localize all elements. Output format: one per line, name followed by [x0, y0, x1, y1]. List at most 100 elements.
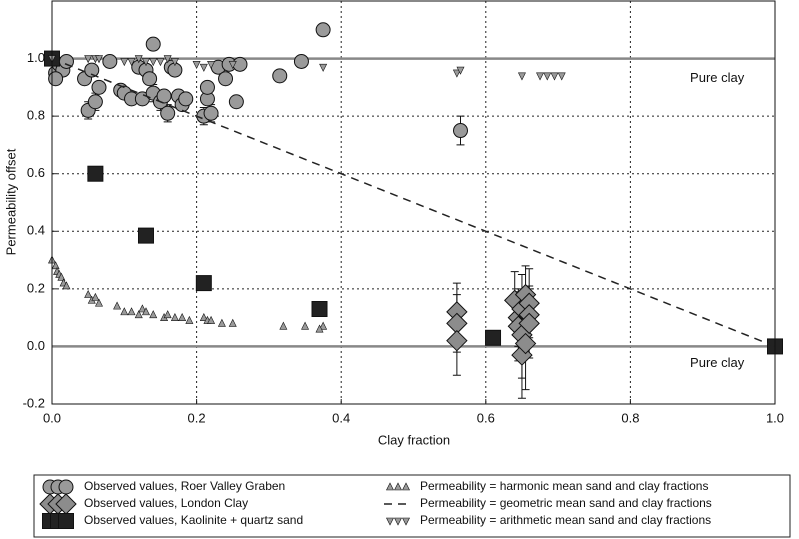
marker-triangle-down — [156, 58, 165, 67]
marker-triangle-down — [163, 55, 172, 64]
y-tick-label: 1.0 — [27, 50, 45, 65]
marker-circle — [199, 79, 215, 95]
marker-circle — [102, 53, 118, 69]
marker-triangle-up — [163, 310, 172, 319]
marker-circle — [178, 91, 194, 107]
y-tick-label: -0.2 — [23, 395, 45, 410]
marker-circle — [272, 68, 288, 84]
marker-circle — [142, 71, 158, 87]
x-tick-label: 0.2 — [188, 410, 206, 425]
x-tick-label: 0.6 — [477, 410, 495, 425]
plot-frame — [51, 0, 776, 405]
marker-triangle-down — [452, 69, 461, 78]
marker-square — [87, 165, 104, 182]
marker-diamond — [446, 329, 468, 352]
x-tick-label: 1.0 — [766, 410, 784, 425]
marker-triangle-up — [217, 318, 226, 327]
marker-triangle-up — [228, 318, 237, 327]
y-tick-label: 0.2 — [27, 280, 45, 295]
series — [48, 255, 328, 333]
legend-label: Observed values, Roer Valley Graben — [84, 479, 285, 493]
marker-square — [195, 275, 212, 292]
marker-circle — [228, 94, 244, 110]
marker-triangle-up — [207, 315, 216, 324]
y-axis-title: Permeability offset — [3, 148, 18, 255]
series — [48, 22, 468, 146]
marker-triangle-down — [134, 55, 143, 64]
legend-label: Observed values, Kaolinite + quartz sand — [84, 513, 303, 527]
x-tick-label: 0.8 — [621, 410, 639, 425]
marker-circle — [315, 22, 331, 38]
marker-triangle-down — [149, 58, 158, 67]
marker-circle — [145, 36, 161, 52]
marker-circle — [218, 71, 234, 87]
marker-triangle-up — [138, 304, 147, 313]
marker-triangle-down — [120, 58, 129, 67]
annotation: Pure clay — [690, 355, 745, 370]
marker-triangle-down — [536, 72, 545, 81]
marker-triangle-up — [142, 307, 150, 316]
marker-triangle-up — [301, 321, 310, 330]
marker-circle — [58, 479, 74, 495]
x-tick-label: 0.0 — [43, 410, 61, 425]
marker-triangle-down — [543, 72, 552, 81]
marker-triangle-up — [279, 321, 288, 330]
marker-triangle-up — [319, 321, 328, 330]
marker-triangle-down — [394, 517, 402, 526]
marker-circle — [160, 105, 176, 121]
legend: Observed values, Roer Valley Graben Obser… — [39, 479, 712, 529]
marker-triangle-down — [127, 58, 136, 67]
marker-square — [485, 329, 502, 346]
marker-square — [58, 513, 74, 529]
marker-triangle-up — [170, 312, 179, 321]
marker-triangle-down — [199, 63, 208, 72]
marker-diamond — [514, 332, 537, 355]
marker-triangle-up — [120, 307, 129, 316]
y-tick-label: 0.8 — [27, 108, 45, 123]
legend-label: Permeability = arithmetic mean sand and … — [420, 513, 711, 527]
marker-triangle-up — [57, 272, 66, 281]
x-tick-label: 0.4 — [332, 410, 350, 425]
marker-triangle-up — [84, 289, 93, 298]
marker-triangle-up — [51, 261, 60, 270]
marker-triangle-up — [178, 312, 187, 321]
marker-circle — [452, 123, 468, 139]
marker-triangle-up — [386, 482, 394, 491]
marker-triangle-down — [95, 55, 103, 64]
marker-triangle-down — [517, 72, 526, 81]
marker-triangle-up — [134, 310, 143, 319]
marker-square — [137, 227, 154, 244]
legend-label: Permeability = geometric mean sand and c… — [420, 496, 712, 510]
marker-triangle-down — [550, 72, 559, 81]
x-axis-title: Clay fraction — [378, 432, 450, 447]
marker-diamond — [518, 312, 540, 335]
marker-triangle-up — [185, 315, 194, 324]
y-tick-label: 0.6 — [27, 165, 45, 180]
marker-triangle-up — [62, 281, 71, 290]
marker-triangle-down — [228, 61, 237, 69]
marker-circle — [203, 105, 219, 121]
marker-triangle-down — [192, 61, 201, 69]
marker-circle — [293, 53, 309, 69]
marker-triangle-down — [142, 58, 150, 67]
marker-triangle-down — [84, 55, 93, 64]
marker-triangle-up — [91, 292, 100, 301]
marker-triangle-up — [315, 324, 324, 333]
series-line — [51, 57, 776, 348]
marker-triangle-up — [127, 307, 136, 316]
y-tick-label: 0.4 — [27, 223, 45, 238]
y-tick-label: 0.0 — [27, 338, 45, 353]
series — [48, 55, 566, 81]
marker-triangle-up — [149, 310, 158, 319]
marker-triangle-down — [207, 61, 216, 69]
legend-label: Permeability = harmonic mean sand and cl… — [420, 479, 708, 493]
annotation: Pure clay — [690, 70, 745, 85]
marker-circle — [91, 79, 107, 95]
marker-triangle-down — [319, 63, 328, 72]
marker-triangle-down — [557, 72, 566, 81]
marker-circle — [48, 71, 64, 87]
marker-triangle-down — [402, 517, 410, 526]
marker-triangle-down — [170, 58, 179, 67]
series — [446, 265, 540, 399]
